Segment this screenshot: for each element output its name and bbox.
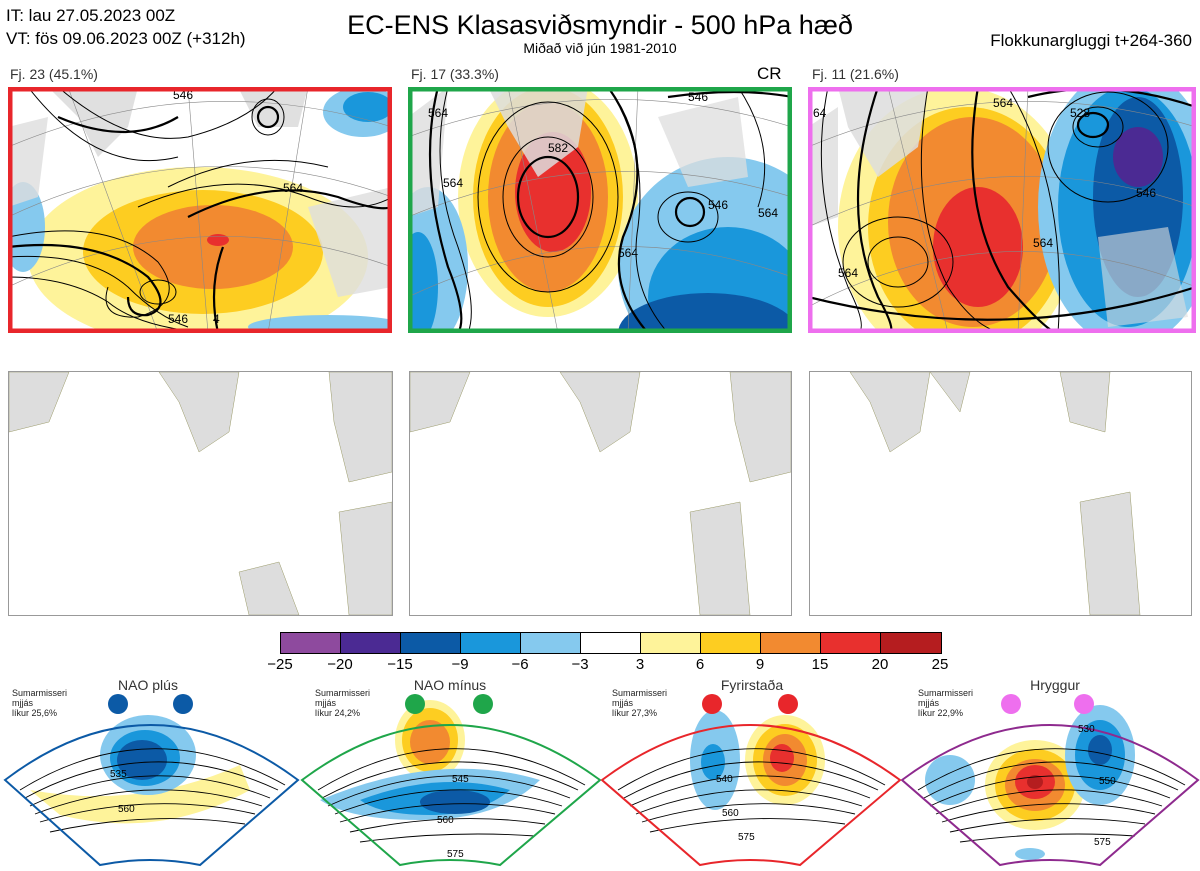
cluster-2-label: Fj. 17 (33.3%) xyxy=(411,66,499,82)
regime-1-dot-a xyxy=(108,694,128,714)
regime-1-contour-560: 560 xyxy=(118,804,135,815)
colorbar-swatch-6 xyxy=(641,633,701,653)
cluster-3-map-svg: 64 564 528 546 564 564 xyxy=(808,87,1196,333)
cluster-2-contour-564a: 564 xyxy=(428,106,448,120)
colorbar-swatch-9 xyxy=(821,633,881,653)
cluster-2-frame xyxy=(408,87,792,333)
cluster-3-contour-64: 64 xyxy=(813,106,827,120)
colorbar-swatch-8 xyxy=(761,633,821,653)
colorbar-tick-10: 20 xyxy=(871,656,889,673)
regime-4-dot-a xyxy=(1001,694,1021,714)
colorbar-tick-5: −3 xyxy=(571,656,589,673)
colorbar-tick-7: 6 xyxy=(695,656,705,673)
cluster-2-contour-564c: 564 xyxy=(618,246,638,260)
colorbar-swatch-7 xyxy=(701,633,761,653)
cluster-2-contour-546b: 546 xyxy=(708,198,728,212)
cluster-2-map: 564 546 582 564 546 564 564 xyxy=(408,87,792,333)
regime-4-dot-b xyxy=(1074,694,1094,714)
cluster-1-contour-4: 4 xyxy=(213,312,220,326)
regime-2-info: Sumarmisseri mjjás líkur 24,2% xyxy=(315,688,371,718)
empty-map-3 xyxy=(809,371,1192,616)
cluster-2-contour-582: 582 xyxy=(548,141,568,155)
colorbar-tick-3: −9 xyxy=(451,656,469,673)
regime-2-fan: 545 560 575 xyxy=(300,694,602,867)
regime-3-contour-560: 560 xyxy=(722,808,739,819)
colorbar-swatch-0 xyxy=(281,633,341,653)
colorbar-tick-2: −15 xyxy=(387,656,413,673)
colorbar-swatch-1 xyxy=(341,633,401,653)
regime-1-fan: 535 560 xyxy=(3,694,300,867)
colorbar-tick-0: −25 xyxy=(267,656,293,673)
empty-map-3-svg xyxy=(849,371,1141,616)
regime-3-dot-b xyxy=(778,694,798,714)
colorbar-swatch-4 xyxy=(521,633,581,653)
regime-1-info: Sumarmisseri mjjás líkur 25,6% xyxy=(12,688,68,718)
cluster-2-contour-546a: 546 xyxy=(688,90,708,104)
regime-4-fan: 530 550 575 xyxy=(900,694,1200,867)
cluster-2-map-svg: 564 546 582 564 546 564 564 xyxy=(408,87,792,333)
cluster-window: Flokkunargluggi t+264-360 xyxy=(990,31,1192,50)
cluster-3-contour-564a: 564 xyxy=(993,96,1013,110)
regime-fans: 535 560 545 560 575 xyxy=(3,694,1200,867)
cluster-1-label: Fj. 23 (45.1%) xyxy=(10,66,98,82)
regime-2-contour-575: 575 xyxy=(447,849,464,860)
cluster-2-contour-564d: 564 xyxy=(758,206,778,220)
cluster-2-contour-564b: 564 xyxy=(443,176,463,190)
cluster-3-contour-546: 546 xyxy=(1136,186,1156,200)
regime-3-fan: 540 560 575 xyxy=(600,694,902,867)
regime-4-contour-550: 550 xyxy=(1099,776,1116,787)
cluster-1-map: 546 564 546 4 xyxy=(8,87,392,333)
cluster-1-map-svg: 546 564 546 4 xyxy=(8,87,392,333)
cluster-2-tag: CR xyxy=(757,64,782,83)
regime-1-dot-b xyxy=(173,694,193,714)
regime-2-contour-545: 545 xyxy=(452,774,469,785)
empty-map-1-svg xyxy=(8,371,393,616)
regime-2-contour-560: 560 xyxy=(437,815,454,826)
colorbar-tick-4: −6 xyxy=(511,656,529,673)
header-dates: IT: lau 27.05.2023 00Z VT: fös 09.06.202… xyxy=(6,4,246,50)
colorbar-tick-11: 25 xyxy=(931,656,949,673)
regime-1-contour-535: 535 xyxy=(110,769,127,780)
page-title: EC-ENS Klasasviðsmyndir - 500 hPa hæð xyxy=(347,10,853,40)
regime-2-dot-b xyxy=(473,694,493,714)
regime-3-contour-540: 540 xyxy=(716,774,733,785)
page-subtitle: Miðað við jún 1981-2010 xyxy=(523,40,677,56)
regime-2-dot-a xyxy=(405,694,425,714)
colorbar-swatch-3 xyxy=(461,633,521,653)
colorbar-swatch-2 xyxy=(401,633,461,653)
regime-2-name: NAO mínus xyxy=(413,677,487,693)
regime-1-name: NAO plús xyxy=(118,677,178,693)
init-time: IT: lau 27.05.2023 00Z xyxy=(6,6,176,25)
empty-map-2-svg xyxy=(409,371,792,616)
regime-4-info: Sumarmisseri mjjás líkur 22,9% xyxy=(918,688,974,718)
cluster-1-contour-546: 546 xyxy=(168,312,188,326)
empty-map-1 xyxy=(8,371,393,616)
anomaly-colorbar xyxy=(280,632,942,654)
regime-3-dot-a xyxy=(702,694,722,714)
cluster-3-contour-564c: 564 xyxy=(1033,236,1053,250)
valid-time: VT: fös 09.06.2023 00Z (+312h) xyxy=(6,29,246,48)
regime-4-name: Hryggur xyxy=(1030,677,1080,693)
regime-3-contour-575: 575 xyxy=(738,832,755,843)
cluster-3-label: Fj. 11 (21.6%) xyxy=(812,66,899,82)
colorbar-tick-8: 9 xyxy=(755,656,765,673)
regime-4-contour-575: 575 xyxy=(1094,837,1111,848)
colorbar-tick-9: 15 xyxy=(811,656,829,673)
regime-3-info: Sumarmisseri mjjás líkur 27,3% xyxy=(612,688,668,718)
colorbar-tick-6: 3 xyxy=(635,656,645,673)
cluster-3-frame xyxy=(808,87,1196,333)
colorbar-swatch-10 xyxy=(881,633,941,653)
regime-3-name: Fyrirstaða xyxy=(720,677,784,693)
regime-4-contour-530: 530 xyxy=(1078,724,1095,735)
cluster-1-contour-564: 564 xyxy=(283,181,303,195)
cluster-3-contour-528: 528 xyxy=(1070,106,1090,120)
colorbar-tick-1: −20 xyxy=(327,656,353,673)
cluster-3-contour-564b: 564 xyxy=(838,266,858,280)
colorbar-swatch-5 xyxy=(581,633,641,653)
empty-map-2 xyxy=(409,371,792,616)
cluster-1-frame xyxy=(8,87,392,333)
cluster-3-map: 64 564 528 546 564 564 xyxy=(808,87,1196,333)
